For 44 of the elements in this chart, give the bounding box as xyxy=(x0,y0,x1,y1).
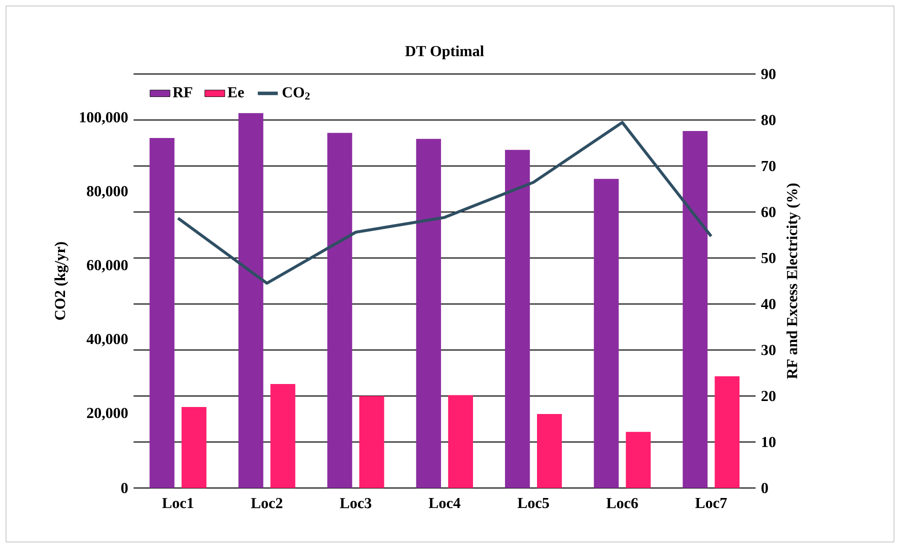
y-tick-label: 60,000 xyxy=(86,260,128,272)
bar xyxy=(416,138,442,488)
x-tick-label: Loc4 xyxy=(428,498,460,508)
bar xyxy=(505,150,530,488)
bar xyxy=(327,132,352,488)
y2-tick-label: 80 xyxy=(761,114,776,126)
bar xyxy=(270,384,296,488)
y-tick-label: 40,000 xyxy=(86,334,128,346)
bar xyxy=(594,178,619,488)
y-tick-label: 100,000 xyxy=(80,112,128,125)
y-tick-label: 20,000 xyxy=(87,408,128,420)
legend-label: CO$_{2}$ xyxy=(282,87,310,100)
bar xyxy=(626,432,651,488)
chart-title: DT Optimal xyxy=(405,46,484,60)
y2-tick-label: 90 xyxy=(761,68,776,80)
x-tick-label: Loc2 xyxy=(251,498,282,508)
legend-label: RF xyxy=(172,87,192,98)
x-tick-label: Loc1 xyxy=(162,498,194,508)
y2-axis-title: RF and Excess Electricity (%) xyxy=(786,184,800,379)
line-series xyxy=(176,120,713,285)
y2-tick-label: 30 xyxy=(761,344,776,356)
bar xyxy=(238,113,264,488)
y2-tick-label: 20 xyxy=(762,390,776,402)
bar xyxy=(714,376,740,488)
x-tick-label: Loc6 xyxy=(606,498,638,508)
y2-tick-label: 60 xyxy=(761,206,776,218)
bar xyxy=(682,131,708,488)
bar xyxy=(150,138,174,488)
bar xyxy=(448,395,474,488)
bar xyxy=(359,396,384,488)
legend-label: Ee xyxy=(228,87,244,98)
bar xyxy=(182,407,206,488)
y-tick-label: 80,000 xyxy=(86,186,128,199)
y2-tick-label: 50 xyxy=(761,252,776,264)
y2-tick-label: 40 xyxy=(761,298,776,310)
y-axis-title: CO2 (kg/yr) xyxy=(54,242,68,320)
y2-tick-label: 70 xyxy=(762,160,776,172)
x-tick-label: Loc5 xyxy=(518,498,549,508)
x-tick-label: Loc7 xyxy=(695,498,727,508)
bar xyxy=(536,414,562,488)
x-tick-label: Loc3 xyxy=(340,498,372,508)
y-tick-label: 0 xyxy=(121,482,128,494)
y2-tick-label: 10 xyxy=(762,436,776,448)
y2-tick-label: 0 xyxy=(761,482,768,494)
